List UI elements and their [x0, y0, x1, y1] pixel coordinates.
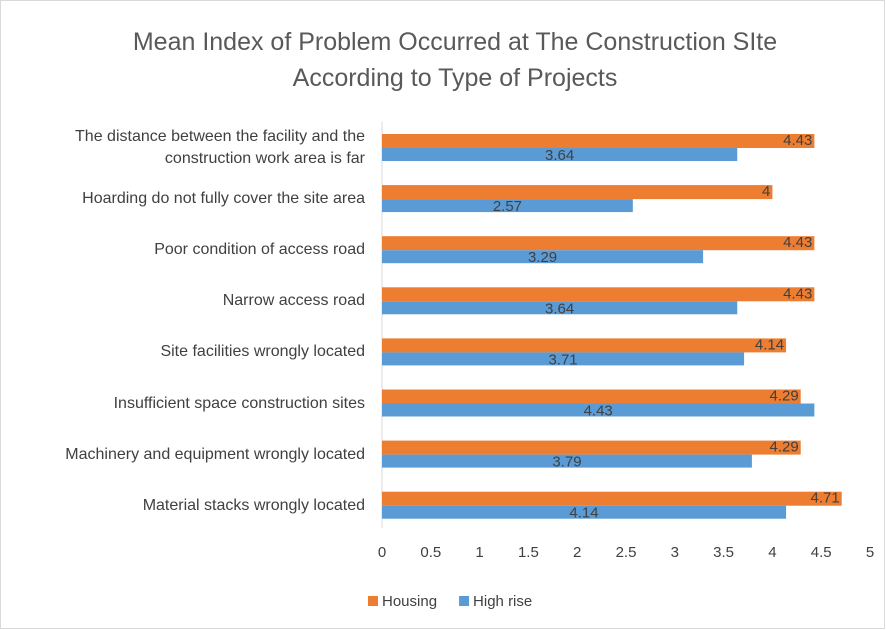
- x-tick-label: 0: [378, 544, 386, 561]
- bar: [382, 250, 704, 264]
- x-tick-label: 1.5: [518, 544, 539, 561]
- bar: [382, 389, 801, 404]
- data-label: 4.71: [810, 490, 839, 507]
- category-label: The distance between the facility and th…: [75, 128, 365, 167]
- data-label: 3.29: [528, 249, 557, 266]
- bar: [382, 236, 815, 251]
- data-label: 4.29: [770, 439, 799, 456]
- data-label: 4: [762, 183, 770, 200]
- x-tick-label: 2: [573, 544, 581, 561]
- data-label: 3.64: [545, 147, 574, 164]
- data-label: 3.64: [545, 300, 574, 317]
- x-tick-label: 4: [768, 544, 776, 561]
- bar: [382, 403, 815, 417]
- bar: [382, 287, 815, 302]
- x-tick-label: 4.5: [811, 544, 832, 561]
- category-label: Insufficient space construction sites: [113, 394, 365, 412]
- x-tick-label: 3: [671, 544, 679, 561]
- data-label: 4.29: [770, 387, 799, 404]
- category-label: Site facilities wrongly located: [160, 343, 365, 361]
- bar: [382, 199, 633, 213]
- data-label: 3.79: [552, 454, 581, 471]
- legend-swatch: [459, 596, 470, 606]
- data-label: 4.14: [569, 505, 598, 522]
- legend-label: Housing: [382, 593, 437, 610]
- data-label: 3.71: [548, 351, 577, 368]
- category-label: Hoarding do not fully cover the site are…: [82, 190, 365, 208]
- bar: [382, 301, 738, 315]
- x-tick-label: 1: [475, 544, 483, 561]
- legend-label: High rise: [473, 593, 532, 610]
- x-tick-label: 5: [866, 544, 874, 561]
- legend-swatch: [368, 596, 378, 606]
- bar: [382, 352, 745, 366]
- bar: [382, 185, 773, 200]
- data-label: 4.43: [783, 132, 812, 149]
- data-label: 4.43: [783, 234, 812, 251]
- x-tick-label: 2.5: [616, 544, 637, 561]
- bar: [382, 491, 842, 506]
- bar: [382, 338, 787, 353]
- category-label: Machinery and equipment wrongly located: [65, 445, 365, 463]
- data-label: 4.43: [783, 285, 812, 302]
- data-label: 2.57: [493, 198, 522, 215]
- category-label: Poor condition of access road: [154, 241, 365, 259]
- data-label: 4.43: [584, 402, 613, 419]
- x-tick-label: 3.5: [713, 544, 734, 561]
- bar: [382, 148, 738, 161]
- bar: [382, 505, 787, 519]
- data-label: 4.14: [755, 336, 784, 353]
- chart-title: Mean Index of Problem Occurred at The Co…: [132, 28, 778, 92]
- category-label: Material stacks wrongly located: [142, 496, 365, 514]
- bar: [382, 454, 752, 468]
- bar: [382, 440, 801, 455]
- category-label: Narrow access road: [222, 292, 365, 310]
- bar: [382, 134, 815, 148]
- x-tick-label: 0.5: [420, 544, 441, 561]
